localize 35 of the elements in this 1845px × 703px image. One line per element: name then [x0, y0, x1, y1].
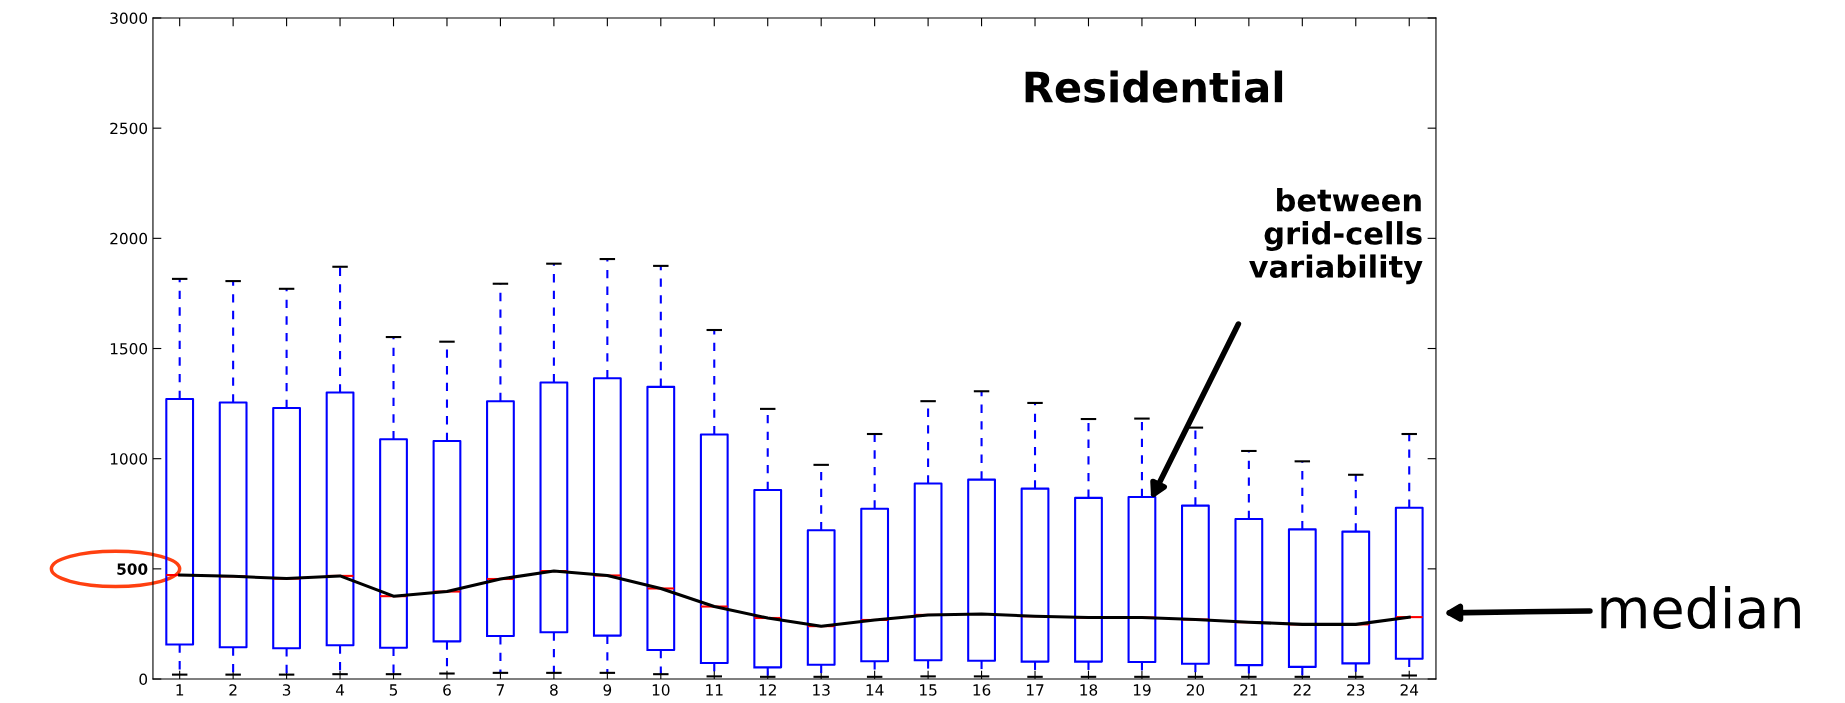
- x-tick-label: 16: [973, 684, 991, 696]
- x-tick-label: 21: [1240, 684, 1258, 696]
- x-tick-label: 5: [389, 684, 398, 696]
- x-tick-label: 20: [1186, 684, 1205, 696]
- x-tick-label: 14: [866, 684, 884, 696]
- x-tick-label: 1: [176, 684, 184, 696]
- x-tick-label: 23: [1347, 684, 1365, 696]
- x-tick-label: 10: [652, 684, 670, 696]
- x-tick-label: 9: [603, 684, 612, 696]
- line-series: [178, 569, 1411, 628]
- x-tick-label: 12: [759, 684, 776, 696]
- annotation: between grid-cells variability: [1249, 188, 1423, 285]
- x-tick-label: 18: [1080, 684, 1098, 696]
- y-tick-label: 0: [139, 673, 148, 686]
- x-tick-label: 24: [1400, 684, 1419, 696]
- x-tick-label: 13: [813, 684, 830, 696]
- x-tick-label: 2: [229, 684, 237, 696]
- text: median: [1601, 586, 1800, 630]
- annotation: Residential: [1025, 70, 1283, 103]
- x-tick-label: 8: [550, 684, 558, 696]
- x-tick-label: 22: [1293, 684, 1311, 696]
- y-tick-label: 3000: [110, 12, 148, 25]
- x-tick-label: 19: [1133, 684, 1151, 696]
- x-tick-label: 3: [282, 684, 291, 696]
- y-tick-label: 1500: [110, 342, 148, 355]
- x-tick-label: 11: [706, 684, 723, 696]
- y-tick-label: 1000: [110, 453, 148, 465]
- x-tick-label: 7: [496, 684, 504, 696]
- x-tick-label: 17: [1026, 684, 1044, 696]
- x-tick-label: 6: [443, 684, 451, 696]
- y-tick-label: 2500: [110, 122, 148, 135]
- y-tick-label: 2000: [110, 232, 148, 245]
- y-tick-label: 500: [117, 563, 148, 575]
- x-tick-label: 15: [920, 684, 937, 696]
- x-tick-label: 4: [335, 684, 345, 696]
